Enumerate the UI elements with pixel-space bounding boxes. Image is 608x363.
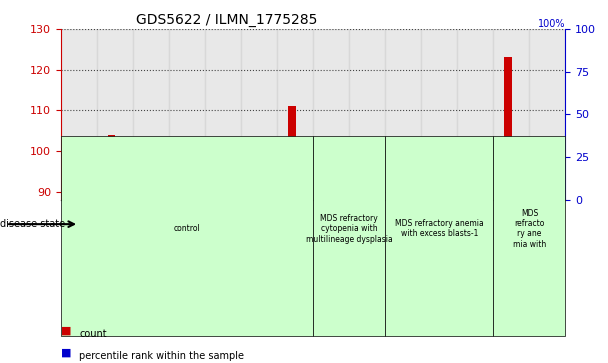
Bar xyxy=(313,29,349,200)
Bar xyxy=(188,196,193,200)
FancyBboxPatch shape xyxy=(385,136,493,336)
Text: ■: ■ xyxy=(61,326,71,336)
Bar xyxy=(368,198,373,200)
Bar xyxy=(133,29,169,200)
Bar xyxy=(440,198,445,200)
Text: MDS refractory
cytopenia with
multilineage dysplasia: MDS refractory cytopenia with multilinea… xyxy=(306,214,393,244)
Bar xyxy=(432,179,440,200)
Bar xyxy=(108,135,116,200)
Bar xyxy=(541,139,548,200)
Bar xyxy=(324,147,332,200)
FancyBboxPatch shape xyxy=(313,136,385,336)
Bar xyxy=(169,29,205,200)
Bar xyxy=(476,195,481,200)
Bar xyxy=(404,198,409,200)
Bar xyxy=(512,196,517,200)
Bar xyxy=(349,29,385,200)
Bar xyxy=(295,195,301,200)
Bar xyxy=(61,29,97,200)
Bar xyxy=(205,29,241,200)
Bar xyxy=(385,29,421,200)
Bar xyxy=(396,187,404,200)
Bar xyxy=(457,29,493,200)
Bar xyxy=(493,29,530,200)
Bar xyxy=(277,29,313,200)
Bar xyxy=(80,196,85,200)
Text: MDS refractory anemia
with excess blasts-1: MDS refractory anemia with excess blasts… xyxy=(395,219,483,238)
Bar xyxy=(216,171,224,200)
Text: count: count xyxy=(79,329,106,339)
Bar xyxy=(224,196,229,200)
Bar xyxy=(252,139,260,200)
Bar xyxy=(241,29,277,200)
Bar xyxy=(548,195,553,200)
Text: GDS5622 / ILMN_1775285: GDS5622 / ILMN_1775285 xyxy=(136,13,318,26)
Bar xyxy=(144,175,151,200)
Bar xyxy=(505,57,512,200)
FancyBboxPatch shape xyxy=(61,136,313,336)
Bar xyxy=(421,29,457,200)
Bar xyxy=(151,198,157,200)
Bar xyxy=(116,195,120,200)
Bar xyxy=(288,106,295,200)
Text: 0: 0 xyxy=(559,189,565,200)
Text: percentile rank within the sample: percentile rank within the sample xyxy=(79,351,244,361)
Text: MDS
refracto
ry ane
mia with: MDS refracto ry ane mia with xyxy=(513,209,546,249)
Bar xyxy=(530,29,565,200)
Bar xyxy=(260,195,264,200)
Bar xyxy=(97,29,133,200)
Bar xyxy=(361,153,368,200)
Text: disease state: disease state xyxy=(0,219,65,229)
Text: control: control xyxy=(174,224,200,233)
Text: 100%: 100% xyxy=(538,19,565,29)
Bar xyxy=(332,195,337,200)
Bar xyxy=(72,171,80,200)
Text: ■: ■ xyxy=(61,348,71,358)
Bar xyxy=(180,183,188,200)
FancyBboxPatch shape xyxy=(493,136,565,336)
Bar xyxy=(468,157,476,200)
